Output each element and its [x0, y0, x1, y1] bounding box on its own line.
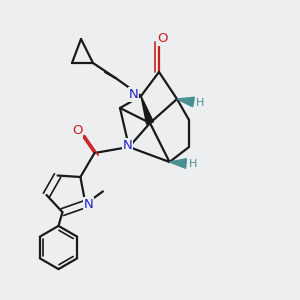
Polygon shape [141, 96, 153, 124]
Text: N: N [123, 139, 132, 152]
Text: N: N [129, 88, 138, 101]
Text: N: N [84, 197, 93, 211]
Polygon shape [169, 159, 186, 168]
Text: O: O [72, 124, 83, 137]
Text: H: H [189, 159, 197, 169]
Text: O: O [157, 32, 167, 46]
Polygon shape [177, 97, 194, 107]
Text: H: H [196, 98, 205, 108]
